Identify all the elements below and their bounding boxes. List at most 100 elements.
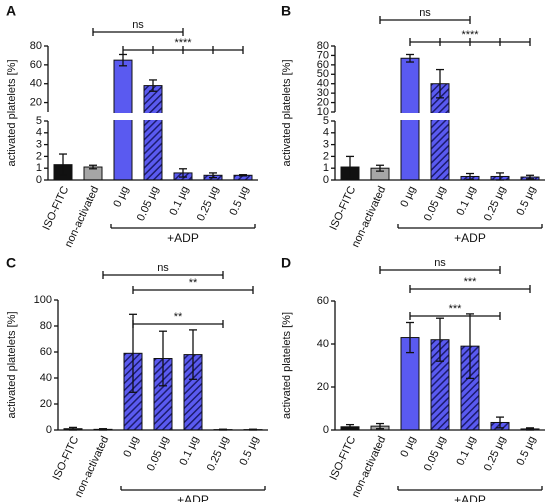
y-tick-label: 4 [323,127,329,139]
panel-label: B [281,3,291,19]
significance-label: ** [189,277,198,289]
y-tick-label: 80 [30,40,42,52]
x-tick-label: 0.5 µg [514,184,538,217]
significance-label: *** [449,303,463,315]
x-tick-label: 0 µg [398,434,418,459]
error-bar [209,172,217,179]
y-tick-label: 40 [317,338,329,350]
y-axis-label: activated platelets [%] [281,59,293,166]
y-tick-label: 0 [323,174,329,186]
y-tick-label: 40 [30,78,42,90]
y-tick-label: 80 [317,40,329,52]
significance-label: **** [461,29,479,41]
significance-label: ** [174,311,183,323]
x-tick-label: 0.1 µg [454,184,478,217]
y-axis-label: activated platelets [%] [6,311,18,418]
y-tick-label: 2 [36,150,42,162]
bar [143,85,163,181]
significance-bracket [409,312,501,320]
error-bar [159,330,167,387]
y-tick-label: 20 [317,96,329,108]
panel-label: D [281,255,291,271]
x-tick-label: 0 µg [111,184,131,209]
x-tick-label: 0.25 µg [195,184,221,223]
x-tick-label: 0 µg [121,434,141,459]
y-tick-label: 0 [36,174,42,186]
significance-label: ns [157,262,169,274]
error-bar [89,164,97,170]
error-bar [119,53,127,67]
x-tick-label: 0.5 µg [237,434,261,467]
significance-label: *** [464,276,478,288]
y-tick-label: 10 [317,106,329,118]
significance-bracket [132,286,254,294]
y-tick-label: 60 [317,295,329,307]
group-bracket [397,224,543,229]
error-bar [376,164,384,172]
y-tick-label: 20 [40,398,52,410]
x-tick-label: ISO-FITC [328,434,359,482]
group-label: +ADP [167,231,199,245]
error-bar [496,416,504,429]
error-bar [189,329,197,380]
panel-label: A [6,3,16,19]
y-tick-label: 2 [323,150,329,162]
error-bar [149,79,157,92]
y-axis-label: activated platelets [%] [6,59,18,166]
y-tick-label: 4 [36,127,42,139]
x-tick-label: 0.25 µg [482,184,508,223]
error-bar [526,174,534,180]
significance-bracket [379,16,471,24]
error-bar [59,153,67,176]
y-tick-label: 5 [36,115,42,127]
x-tick-label: 0.5 µg [514,434,538,467]
y-axis-label: activated platelets [%] [281,312,293,419]
significance-bracket [409,38,531,46]
significance-bracket [92,28,184,36]
significance-label: **** [174,37,192,49]
error-bar [406,321,414,354]
y-tick-label: 1 [36,162,42,174]
error-bar [406,53,414,63]
error-bar [346,155,354,179]
bar [113,59,133,181]
y-tick-label: 80 [40,320,52,332]
y-tick-label: 20 [30,96,42,108]
x-tick-label: ISO-FITC [41,184,72,232]
x-tick-label: 0.25 µg [205,434,231,473]
y-tick-label: 3 [36,139,42,151]
x-tick-label: 0.05 µg [422,434,448,473]
y-tick-label: 40 [40,372,52,384]
significance-bracket [122,46,244,54]
y-tick-label: 5 [323,115,329,127]
y-tick-label: 100 [34,294,52,306]
x-tick-label: ISO-FITC [51,434,82,482]
error-bar [436,68,444,99]
significance-label: ns [419,7,431,19]
significance-bracket [379,266,501,274]
x-tick-label: ISO-FITC [328,184,359,232]
error-bar [466,313,474,380]
x-tick-label: 0.1 µg [454,434,478,467]
x-tick-label: 0 µg [398,184,418,209]
y-tick-label: 60 [40,346,52,358]
x-tick-label: 0.05 µg [135,184,161,223]
x-tick-label: 0.25 µg [482,434,508,473]
y-tick-label: 40 [317,78,329,90]
group-label: +ADP [177,493,209,502]
error-bar [239,174,247,177]
y-tick-label: 20 [317,381,329,393]
y-tick-label: 60 [317,59,329,71]
error-bar [376,422,384,430]
y-tick-label: 0 [46,424,52,436]
y-tick-label: 60 [30,59,42,71]
significance-label: ns [132,19,144,31]
significance-label: ns [434,257,446,269]
y-tick-label: 1 [323,162,329,174]
significance-bracket [102,271,224,279]
